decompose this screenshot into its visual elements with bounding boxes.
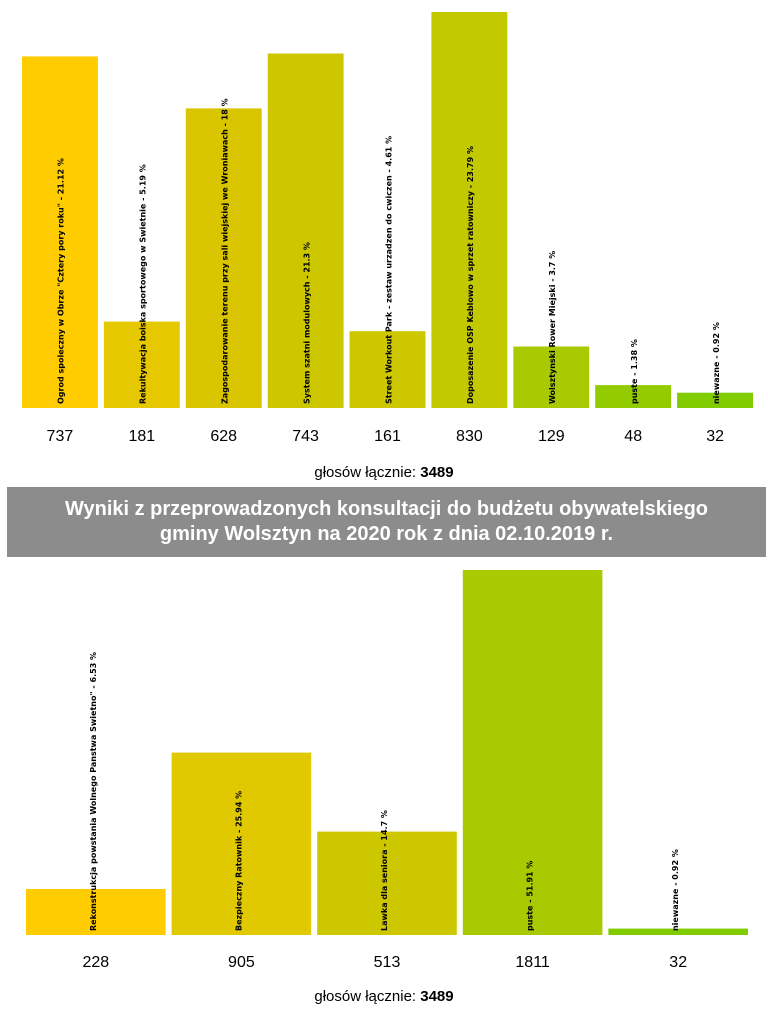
results-banner: Wyniki z przeprowadzonych konsultacji do…: [7, 487, 766, 557]
bar-value: 513: [374, 954, 401, 971]
bottom-total-votes: głosów łącznie: 3489: [0, 988, 768, 1005]
bar: [677, 392, 753, 408]
bar-value: 628: [210, 428, 237, 445]
bar: [349, 331, 426, 408]
bar-value: 737: [47, 428, 74, 445]
bar-label: Zagospodarowanie terenu przy sali wiejsk…: [221, 98, 230, 404]
bar-value: 48: [624, 428, 642, 445]
bar: [103, 321, 180, 408]
bar: [513, 346, 590, 408]
bar: [431, 12, 508, 408]
bar-value: 905: [228, 954, 255, 971]
bottom-bar-chart: Rekonstrukcja powstania Wolnego Panstwa …: [26, 570, 748, 971]
bar-label: Lawka dla seniora - 14.7 %: [380, 810, 389, 931]
bar: [317, 831, 457, 935]
bar: [185, 108, 262, 409]
bar: [22, 56, 98, 409]
bar: [595, 385, 672, 408]
bar: [26, 889, 166, 935]
bar-label: niewazne - 0.92 %: [671, 849, 680, 931]
bar: [267, 53, 344, 408]
bar-value: 32: [706, 428, 724, 445]
bar-value: 161: [374, 428, 401, 445]
bar: [462, 570, 603, 935]
banner-line-2: gminy Wolsztyn na 2020 rok z dnia 02.10.…: [159, 523, 614, 545]
bar: [608, 928, 748, 935]
bar-value: 743: [292, 428, 319, 445]
bar-value: 181: [128, 428, 155, 445]
bar-label: puste - 51.91 %: [526, 861, 535, 931]
bar-value: 1811: [515, 954, 550, 971]
bar-label: Bezpieczny Ratownik - 25.94 %: [234, 791, 243, 931]
bar-value: 32: [669, 954, 687, 971]
bar-label: Doposazenie OSP Keblowo w sprzet ratowni…: [466, 146, 475, 404]
bar-label: puste - 1.38 %: [630, 339, 639, 404]
top-total-label: głosów łącznie:: [314, 464, 417, 481]
bottom-total-label: głosów łącznie:: [314, 988, 417, 1005]
bar-label: niewazne - 0.92 %: [712, 322, 721, 404]
bar-label: Street Workout Park - zestaw urzadzen do…: [384, 136, 393, 404]
bottom-total-value: 3489: [420, 988, 454, 1005]
top-total-value: 3489: [420, 464, 454, 481]
bar-label: Ogrod spoleczny w Obrze "Cztery pory rok…: [57, 158, 66, 404]
top-bar-chart: Ogrod spoleczny w Obrze "Cztery pory rok…: [22, 12, 753, 445]
bar-label: Rekonstrukcja powstania Wolnego Panstwa …: [89, 652, 98, 931]
bar-value: 830: [456, 428, 483, 445]
bar-value: 129: [538, 428, 565, 445]
banner-line-1: Wyniki z przeprowadzonych konsultacji do…: [64, 498, 709, 520]
bar-value: 228: [82, 954, 109, 971]
bar-label: System szatni modulowych - 21.3 %: [302, 242, 311, 404]
bar-label: Rekultywacja boiska sportowego w Swietni…: [139, 164, 148, 404]
top-total-votes: głosów łącznie: 3489: [0, 464, 768, 481]
bar-label: Wolsztynski Rower Miejski - 3.7 %: [548, 251, 557, 404]
bar: [171, 752, 312, 935]
